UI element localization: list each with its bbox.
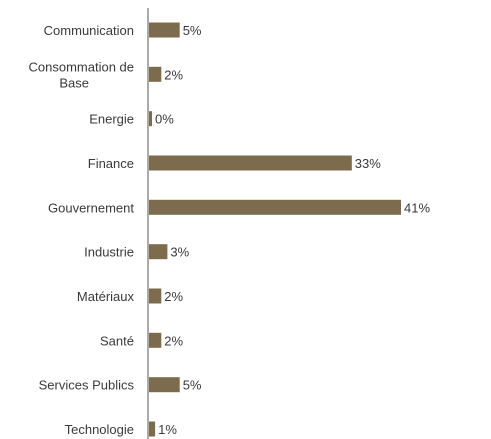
bar [149,199,401,215]
bar-group: 5% Communication 2% Consommation de Base 0% En… [29,22,430,437]
category-tick-label: Industrie [84,245,134,260]
bar [149,377,180,393]
data-label: 2% [164,289,183,304]
data-label: 33% [355,156,381,171]
bar [149,66,162,82]
data-label: 5% [183,378,202,393]
data-label: 5% [183,23,202,38]
category-tick-label: Matériaux [77,289,135,304]
category-tick-label: Services Publics [39,378,135,393]
bar [149,244,168,260]
bar [149,332,162,348]
category-tick-label: Communication [44,23,134,38]
data-label: 1% [158,422,177,437]
data-label: 0% [155,112,174,127]
category-tick-label: Gouvernement [48,200,134,215]
category-tick-label: Energie [89,112,134,127]
category-tick-label: Technologie [65,422,134,437]
bar [149,111,152,127]
bar [149,22,180,38]
category-tick-label: Consommation de Base [29,59,135,90]
data-label: 41% [404,200,430,215]
category-tick-label: Santé [100,333,134,348]
data-label: 3% [170,245,189,260]
bar [149,155,352,171]
data-label: 2% [164,67,183,82]
bar [149,421,156,437]
bar [149,288,162,304]
data-label: 2% [164,333,183,348]
category-tick-label: Finance [88,156,134,171]
